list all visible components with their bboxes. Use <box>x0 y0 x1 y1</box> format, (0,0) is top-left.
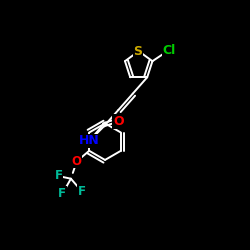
Text: O: O <box>72 155 82 168</box>
Text: F: F <box>58 187 66 200</box>
Text: HN: HN <box>79 134 100 147</box>
Text: S: S <box>133 45 142 58</box>
Text: Cl: Cl <box>162 44 175 57</box>
Text: O: O <box>113 115 124 128</box>
Text: F: F <box>78 185 86 198</box>
Text: F: F <box>54 169 62 182</box>
